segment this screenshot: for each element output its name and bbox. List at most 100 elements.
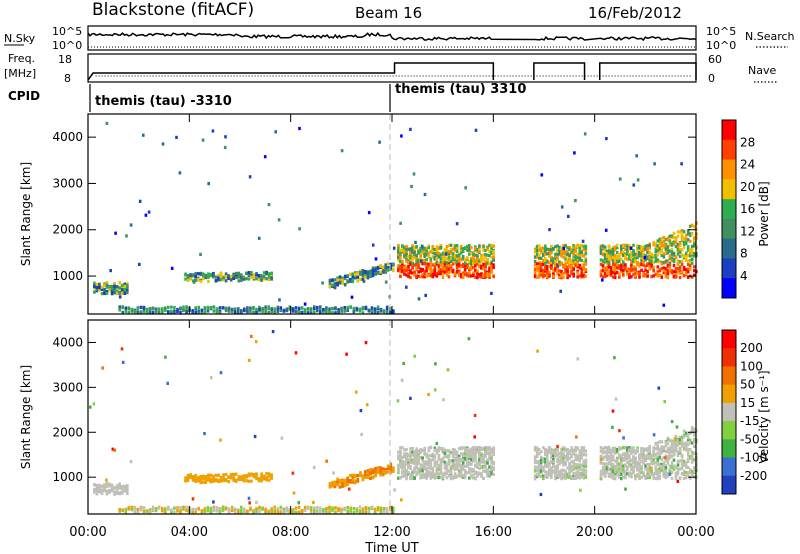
range-gate-cell xyxy=(240,511,243,515)
range-gate-cell xyxy=(678,476,682,480)
range-gate-cell xyxy=(546,260,549,264)
range-gate-cell xyxy=(642,471,645,475)
range-gate-cell xyxy=(570,268,573,272)
range-gate-cell xyxy=(127,306,131,311)
nsearch-tick-bottom: 10^0 xyxy=(706,39,736,52)
range-gate-cell xyxy=(580,250,584,255)
range-gate-cell xyxy=(470,452,473,457)
range-gate-cell xyxy=(615,243,619,247)
range-gate-cell xyxy=(419,463,422,467)
range-gate-cell xyxy=(240,310,243,315)
range-gate-cell xyxy=(484,269,487,273)
range-gate-cell xyxy=(111,447,115,451)
range-gate-cell xyxy=(439,458,443,462)
range-gate-cell xyxy=(343,308,346,312)
range-gate-cell xyxy=(429,476,433,480)
range-gate-cell xyxy=(601,252,605,256)
x-tick-label: 16:00 xyxy=(475,525,512,540)
range-gate-cell xyxy=(419,450,422,454)
range-gate-cell xyxy=(237,275,241,279)
range-gate-cell xyxy=(371,266,375,270)
range-gate-cell xyxy=(611,466,615,470)
range-gate-cell xyxy=(482,245,485,249)
range-gate-cell xyxy=(403,252,406,256)
range-gate-cell xyxy=(660,447,664,451)
range-gate-cell xyxy=(115,285,119,289)
range-gate-cell xyxy=(255,509,258,513)
range-gate-cell xyxy=(447,264,451,268)
range-gate-cell xyxy=(453,261,457,265)
range-gate-cell xyxy=(542,468,545,472)
range-gate-cell xyxy=(476,269,479,273)
range-gate-cell xyxy=(340,306,343,310)
range-gate-cell xyxy=(409,454,412,458)
range-gate-cell xyxy=(620,454,623,458)
range-gate-cell xyxy=(674,473,678,477)
range-gate-cell xyxy=(537,460,541,464)
range-gate-cell xyxy=(662,245,666,249)
range-gate-cell xyxy=(548,270,551,274)
range-gate-cell xyxy=(488,447,491,451)
range-gate-cell xyxy=(690,223,694,227)
range-gate-cell xyxy=(95,483,99,488)
range-gate-cell xyxy=(628,268,631,272)
range-gate-cell xyxy=(463,451,467,456)
range-gate-cell xyxy=(374,472,377,477)
range-gate-cell xyxy=(399,259,402,263)
range-gate-cell xyxy=(443,466,447,470)
range-gate-cell xyxy=(544,452,547,456)
range-gate-cell xyxy=(364,470,367,474)
range-gate-cell xyxy=(654,468,658,472)
range-gate-cell xyxy=(413,460,416,464)
range-gate-cell xyxy=(568,463,571,467)
range-gate-cell xyxy=(605,273,609,277)
range-gate-cell xyxy=(638,456,641,460)
range-gate-cell xyxy=(217,478,220,482)
range-gate-cell xyxy=(336,477,339,481)
range-gate-cell xyxy=(433,269,437,273)
range-gate-cell xyxy=(544,249,547,253)
range-gate-cell xyxy=(658,273,662,277)
range-gate-cell xyxy=(427,449,431,453)
range-gate-cell xyxy=(550,466,553,471)
range-gate-cell xyxy=(369,274,372,278)
range-gate-cell xyxy=(682,445,686,449)
range-gate-cell xyxy=(693,433,696,437)
range-gate-cell xyxy=(690,460,694,464)
range-gate-cell xyxy=(580,267,584,271)
range-gate-cell xyxy=(449,465,453,469)
range-gate-cell xyxy=(443,454,447,458)
range-gate-cell xyxy=(654,245,658,249)
range-gate-cell xyxy=(686,268,690,272)
range-gate-cell xyxy=(584,464,588,469)
range-gate-cell xyxy=(476,473,479,478)
range-gate-cell xyxy=(252,511,255,515)
range-gate-cell xyxy=(474,448,477,452)
range-gate-cell xyxy=(615,456,619,460)
range-gate-cell xyxy=(560,477,563,481)
range-gate-cell xyxy=(548,254,551,258)
range-gate-cell xyxy=(123,284,127,288)
range-gate-cell xyxy=(490,467,493,471)
range-gate-cell xyxy=(580,271,584,275)
range-gate-cell xyxy=(603,260,607,264)
range-gate-cell xyxy=(405,456,408,460)
range-gate-cell xyxy=(115,489,119,493)
range-gate-cell xyxy=(374,269,377,273)
range-gate-cell xyxy=(240,509,243,513)
range-gate-cell xyxy=(607,449,611,453)
range-gate-cell xyxy=(224,135,227,139)
range-gate-cell xyxy=(415,259,418,263)
range-gate-cell xyxy=(457,256,461,260)
range-gate-cell xyxy=(660,464,664,469)
range-gate-cell xyxy=(648,243,651,248)
range-gate-cell xyxy=(151,508,155,512)
range-gate-cell xyxy=(562,244,565,248)
range-gate-cell xyxy=(413,461,416,466)
range-gate-cell xyxy=(431,247,435,251)
range-gate-cell xyxy=(684,461,688,465)
range-gate-cell xyxy=(439,471,443,475)
range-gate-cell xyxy=(376,506,380,510)
range-gate-cell xyxy=(105,492,109,496)
range-gate-cell xyxy=(333,485,337,489)
